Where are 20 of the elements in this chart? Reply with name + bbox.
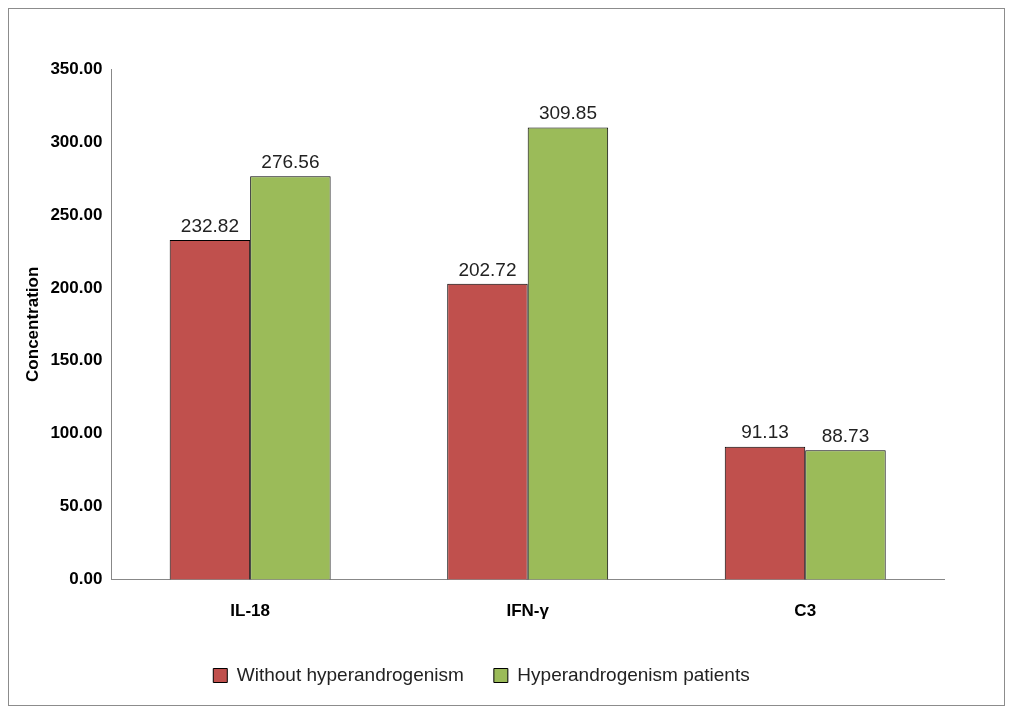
x-tick-label: C3 [794, 601, 817, 621]
y-axis-title: Concentration [22, 266, 42, 382]
data-label: 91.13 [741, 421, 789, 443]
data-label: 88.73 [821, 424, 870, 446]
y-tick-label: 0.00 [69, 569, 103, 589]
y-tick-label: 250.00 [50, 204, 103, 224]
legend-label: Without hyperandrogenism [236, 663, 464, 685]
legend-label: Hyperandrogenism patients [517, 663, 750, 685]
y-tick-label: 100.00 [50, 423, 103, 443]
data-label: 232.82 [180, 214, 239, 236]
y-tick-label: 150.00 [50, 350, 103, 370]
x-tick-label: IL-18 [230, 601, 271, 621]
data-label: 276.56 [261, 150, 320, 172]
y-tick-label: 50.00 [59, 496, 103, 516]
x-tick-label: IFN-γ [506, 601, 550, 621]
data-label: 309.85 [538, 102, 597, 124]
y-tick-label: 200.00 [50, 277, 103, 297]
y-tick-label: 350.00 [50, 58, 103, 78]
y-tick-label: 300.00 [50, 131, 103, 151]
data-label: 202.72 [458, 258, 517, 280]
